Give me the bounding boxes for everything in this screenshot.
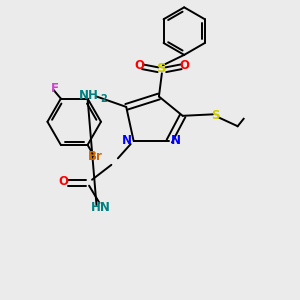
Text: O: O — [135, 59, 145, 72]
Text: Br: Br — [88, 150, 103, 163]
Text: HN: HN — [91, 202, 111, 214]
Text: 2: 2 — [100, 94, 107, 103]
Text: N: N — [122, 134, 132, 147]
Text: NH: NH — [79, 88, 99, 101]
Text: S: S — [211, 109, 220, 122]
Text: S: S — [157, 62, 167, 75]
Text: O: O — [59, 175, 69, 188]
Text: N: N — [171, 134, 181, 147]
Text: O: O — [179, 59, 189, 72]
Text: F: F — [51, 82, 59, 95]
